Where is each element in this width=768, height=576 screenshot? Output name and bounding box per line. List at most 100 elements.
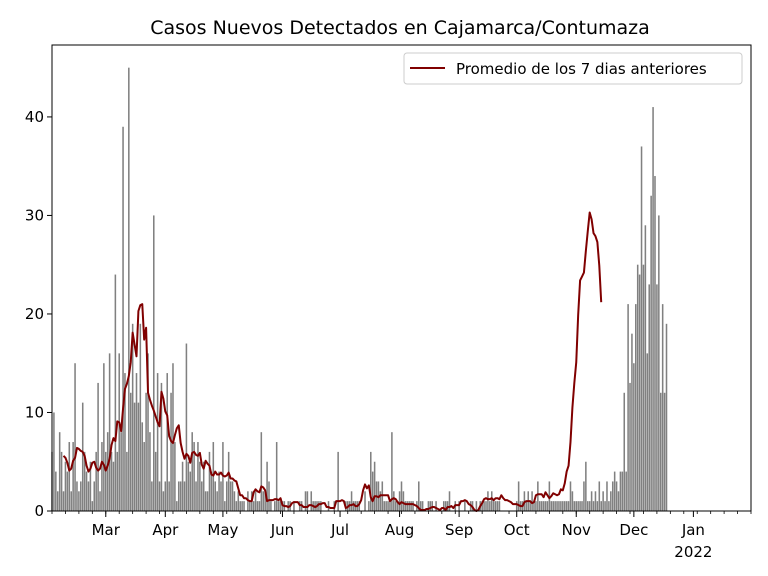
- bar: [567, 501, 570, 511]
- bar: [544, 501, 547, 511]
- bar: [418, 481, 420, 511]
- bar: [583, 481, 585, 511]
- bar: [573, 501, 576, 511]
- bar: [546, 501, 549, 511]
- bar: [490, 491, 493, 511]
- bar: [105, 451, 107, 511]
- y-tick-label: 10: [25, 403, 44, 421]
- bar: [114, 274, 117, 511]
- bars: [51, 67, 668, 512]
- bar: [598, 481, 601, 511]
- bar: [383, 501, 385, 511]
- bar: [625, 471, 627, 511]
- bar: [293, 501, 295, 511]
- bar: [227, 451, 230, 511]
- bar: [444, 501, 447, 511]
- bar: [421, 501, 424, 511]
- bar: [592, 501, 595, 511]
- bar: [631, 333, 633, 511]
- bar: [81, 402, 84, 511]
- bar: [608, 501, 610, 511]
- bar: [233, 491, 236, 511]
- bar: [604, 501, 606, 511]
- x-tick-label: Jun: [270, 521, 294, 539]
- bar: [318, 501, 320, 511]
- bar: [199, 461, 201, 511]
- bar: [197, 442, 199, 511]
- bar: [629, 382, 631, 511]
- bar: [310, 491, 313, 511]
- bar: [160, 382, 163, 511]
- bar: [95, 451, 97, 511]
- bar: [489, 501, 491, 511]
- bar: [621, 471, 624, 511]
- bar: [540, 501, 543, 511]
- bar: [172, 363, 174, 511]
- bar: [208, 451, 211, 511]
- bar: [652, 107, 654, 511]
- bar: [202, 461, 205, 511]
- bar: [656, 284, 658, 511]
- bar: [268, 481, 270, 511]
- bar: [210, 471, 213, 511]
- bar: [588, 501, 591, 511]
- bar: [66, 471, 69, 511]
- bar: [80, 481, 82, 511]
- legend: Promedio de los 7 dias anteriores: [403, 52, 743, 85]
- bar: [640, 146, 643, 512]
- bar: [393, 491, 395, 511]
- bar: [619, 471, 622, 511]
- bar: [106, 432, 109, 511]
- bar: [498, 501, 501, 511]
- bar: [636, 264, 639, 511]
- bar: [264, 491, 266, 511]
- bar: [560, 501, 562, 511]
- bar: [270, 501, 272, 511]
- bar: [97, 382, 99, 511]
- x-tick-sublabel: 2022: [674, 543, 712, 561]
- bar: [594, 491, 597, 511]
- x-tick-label: Nov: [562, 521, 591, 539]
- bar: [162, 491, 165, 511]
- bar: [191, 432, 193, 511]
- bar: [638, 274, 641, 511]
- bar: [371, 471, 374, 511]
- x-tick-label: Dec: [619, 521, 648, 539]
- bar: [623, 392, 626, 511]
- bar: [170, 392, 172, 511]
- bar: [131, 323, 134, 511]
- bar: [99, 491, 101, 511]
- bar: [185, 343, 188, 511]
- bar: [206, 491, 209, 511]
- bar: [252, 501, 255, 511]
- bar: [337, 451, 339, 511]
- bar: [412, 501, 414, 511]
- bar: [646, 353, 649, 511]
- bar: [581, 501, 583, 511]
- bar: [118, 353, 120, 511]
- bar: [658, 215, 660, 511]
- bar: [70, 491, 72, 511]
- avg-line: [62, 211, 603, 512]
- bar: [661, 304, 664, 511]
- bar: [56, 491, 59, 511]
- bar: [404, 501, 407, 511]
- bar: [665, 323, 668, 511]
- bar: [352, 501, 355, 511]
- bar: [642, 264, 645, 511]
- bar: [189, 471, 192, 511]
- avg-line-group: [62, 211, 603, 512]
- bar: [391, 432, 393, 511]
- bar: [606, 481, 608, 511]
- legend-entry-label: Promedio de los 7 dias anteriores: [456, 60, 707, 78]
- bar: [427, 501, 430, 511]
- bar: [552, 501, 554, 511]
- bar: [145, 392, 147, 511]
- bar: [492, 501, 495, 511]
- legend-box: [403, 52, 743, 85]
- bar: [128, 67, 130, 511]
- bar: [320, 501, 322, 511]
- bar: [204, 491, 207, 511]
- bar: [663, 392, 666, 511]
